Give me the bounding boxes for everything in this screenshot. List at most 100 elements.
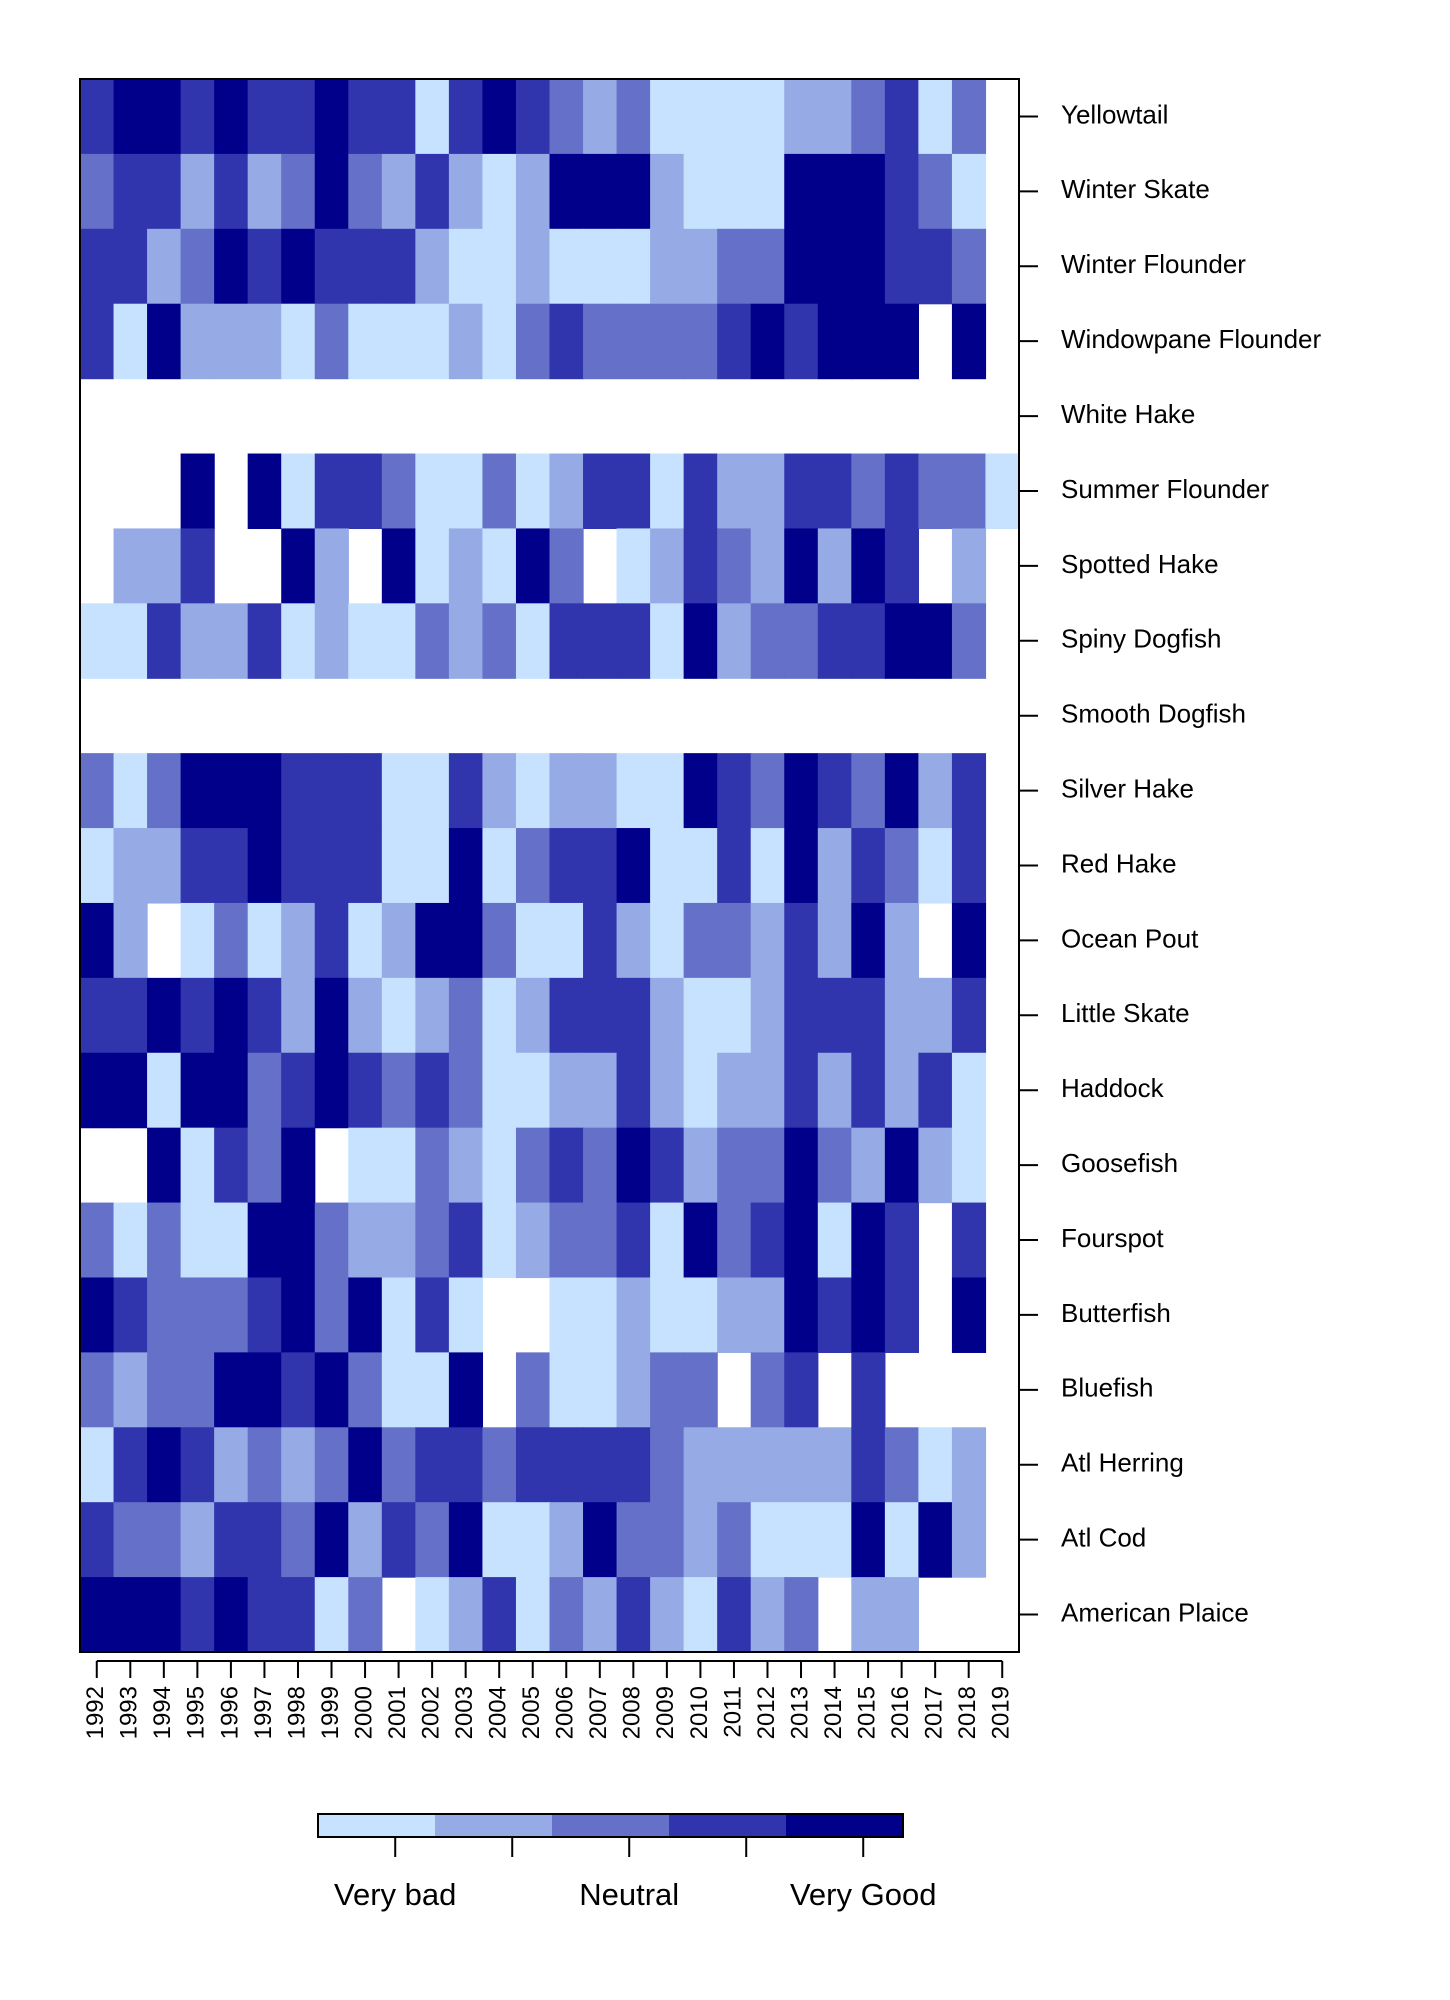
heatmap-cell <box>113 228 148 305</box>
heatmap-cell <box>717 528 752 604</box>
heatmap-cell <box>415 902 450 979</box>
heatmap-cell <box>281 1502 316 1578</box>
heatmap-cell <box>549 528 584 604</box>
heatmap-cell <box>784 753 819 829</box>
heatmap-cell <box>113 79 148 155</box>
heatmap-cell <box>515 902 551 979</box>
heatmap-cell <box>381 1502 416 1578</box>
heatmap-cell <box>113 828 148 904</box>
y-tick-label: Summer Flounder <box>1061 474 1269 504</box>
heatmap-cell <box>381 528 416 604</box>
heatmap-cell <box>214 153 249 230</box>
heatmap-cell <box>214 228 249 305</box>
x-tick-label: 1998 <box>283 1686 310 1739</box>
heatmap-cell <box>482 453 517 530</box>
heatmap-cell <box>583 1502 618 1578</box>
heatmap-cell <box>683 902 718 979</box>
heatmap-cell <box>884 1577 919 1653</box>
heatmap-cell <box>616 603 651 679</box>
heatmap-cell <box>918 153 953 230</box>
heatmap-cell <box>750 153 785 230</box>
x-tick-label: 1995 <box>183 1686 210 1739</box>
heatmap-cell <box>415 228 450 305</box>
heatmap-cell <box>951 1427 987 1503</box>
heatmap-cell <box>650 753 685 829</box>
heatmap-cell <box>482 603 517 679</box>
heatmap-cell <box>482 1502 517 1578</box>
heatmap-cell <box>817 753 852 829</box>
heatmap-cell <box>683 1052 718 1129</box>
heatmap-cell <box>515 828 551 904</box>
heatmap-cell <box>180 528 215 604</box>
heatmap-cell <box>650 1352 685 1428</box>
heatmap-cell <box>180 1577 215 1653</box>
heatmap-cell <box>515 79 551 155</box>
heatmap-cell <box>515 1202 551 1279</box>
heatmap-cell <box>314 528 349 604</box>
heatmap-cell <box>717 1277 752 1353</box>
heatmap-cell <box>817 228 852 305</box>
heatmap-cell <box>247 977 282 1054</box>
heatmap-cell <box>817 303 852 380</box>
heatmap-cell <box>448 603 484 679</box>
heatmap-cell <box>583 1127 618 1204</box>
heatmap-cell <box>415 153 450 230</box>
heatmap-cell <box>616 828 651 904</box>
heatmap-cell <box>918 228 953 305</box>
heatmap-cell <box>281 1277 316 1353</box>
heatmap-cell <box>817 153 852 230</box>
heatmap-cell <box>750 1202 785 1279</box>
heatmap-cell <box>147 528 182 604</box>
heatmap-cell <box>784 1202 819 1279</box>
heatmap-cell <box>415 528 450 604</box>
heatmap-cell <box>717 1427 752 1503</box>
legend-swatch <box>786 1814 904 1837</box>
x-tick-label: 2002 <box>417 1686 444 1739</box>
heatmap-cell <box>180 1202 215 1279</box>
heatmap-cell <box>583 603 618 679</box>
heatmap-cell <box>147 303 182 380</box>
heatmap-cell <box>448 1277 484 1353</box>
x-tick-label: 1992 <box>82 1686 109 1739</box>
heatmap-cell <box>180 1277 215 1353</box>
heatmap-cell <box>381 79 416 155</box>
heatmap-cell <box>884 1127 919 1204</box>
heatmap-cell <box>884 79 919 155</box>
heatmap-cell <box>180 303 215 380</box>
y-tick-label: Red Hake <box>1061 848 1177 878</box>
heatmap-cell <box>448 303 484 380</box>
heatmap-cell <box>180 1502 215 1578</box>
heatmap-cell <box>281 1427 316 1503</box>
heatmap-cell <box>884 1202 919 1279</box>
heatmap-cell <box>750 977 785 1054</box>
heatmap-cell <box>415 1052 450 1129</box>
heatmap-cell <box>281 603 316 679</box>
heatmap-cell <box>583 303 618 380</box>
heatmap-cell <box>147 1127 182 1204</box>
heatmap-cell <box>583 1427 618 1503</box>
heatmap-cell <box>80 753 115 829</box>
heatmap-cell <box>515 303 551 380</box>
heatmap-cell <box>650 828 685 904</box>
heatmap-cell <box>147 828 182 904</box>
heatmap-cell <box>281 153 316 230</box>
heatmap-cell <box>918 1427 953 1503</box>
heatmap-cell <box>683 1352 718 1428</box>
x-tick-label: 2019 <box>988 1686 1015 1739</box>
heatmap-cell <box>180 828 215 904</box>
heatmap-cell <box>147 228 182 305</box>
heatmap-cell <box>951 228 987 305</box>
heatmap-cell <box>515 977 551 1054</box>
heatmap-cell <box>448 528 484 604</box>
heatmap-cell <box>482 228 517 305</box>
heatmap-cell <box>884 528 919 604</box>
heatmap-cell <box>784 603 819 679</box>
heatmap-cell <box>80 1577 115 1653</box>
heatmap-cell <box>180 603 215 679</box>
x-tick-label: 2011 <box>719 1686 746 1738</box>
x-tick-label: 2000 <box>350 1686 377 1739</box>
heatmap-cell <box>817 1427 852 1503</box>
heatmap-cell <box>817 902 852 979</box>
heatmap-cell <box>314 1202 349 1279</box>
heatmap-cell <box>717 453 752 530</box>
